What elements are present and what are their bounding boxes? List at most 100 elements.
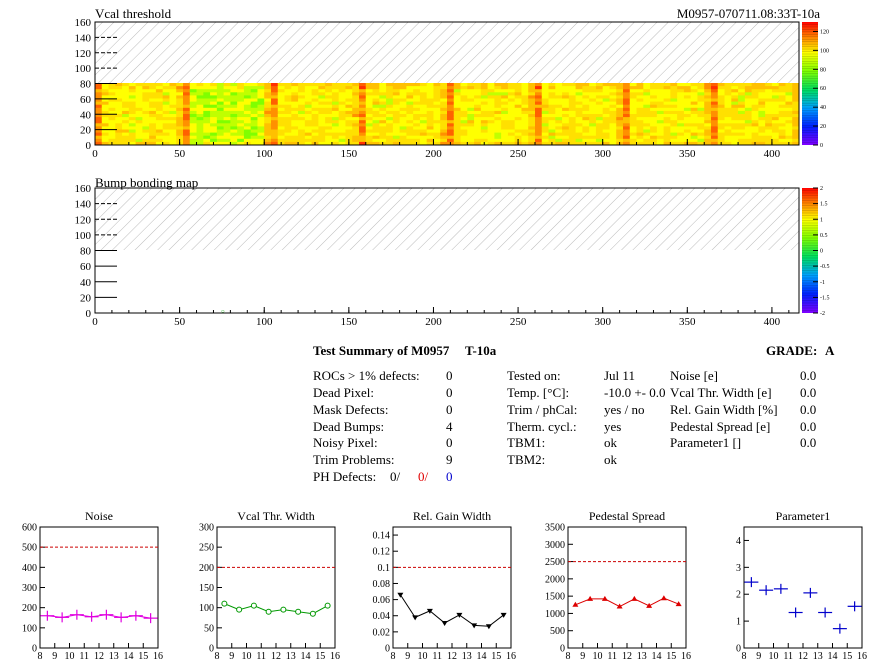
small-chart-y-tick: 3	[736, 563, 741, 574]
data-point	[471, 623, 478, 629]
scale-tick-label: -0.5	[820, 264, 830, 270]
small-chart-x-tick: 12	[94, 651, 104, 662]
small-chart-x-tick: 8	[742, 651, 747, 662]
bump-map-plot: ○ 0 50 100 150 200 250 300 350 40002040608010012…	[75, 183, 800, 328]
small-chart-x-tick: 9	[580, 651, 585, 662]
small-chart-x-tick: 9	[229, 651, 234, 662]
small-chart-x-tick: 10	[593, 651, 603, 662]
small-chart-x-tick: 16	[330, 651, 340, 662]
small-chart-y-tick: 200	[199, 563, 214, 574]
summary-middle-value: yes	[604, 419, 622, 434]
bump-y-tick-label: 140	[75, 199, 92, 211]
vcal-y-tick-label: 140	[75, 32, 92, 44]
small-chart-y-tick: 0.12	[373, 547, 391, 558]
small-chart-y-tick: 1	[736, 617, 741, 628]
vcal-y-tick-label: 40	[80, 109, 92, 121]
vcal-color-scale: 0 20 40 60 80 100 120	[802, 22, 829, 149]
small-chart-x-tick: 8	[215, 651, 220, 662]
summary-left-label: Mask Defects:	[313, 402, 389, 417]
small-chart-x-tick: 10	[769, 651, 779, 662]
small-chart-x-tick: 11	[607, 651, 617, 662]
data-point	[250, 602, 257, 609]
summary-middle-label: Tested on:	[507, 368, 561, 383]
data-point	[601, 595, 608, 601]
bump-x-tick-label: 100	[256, 316, 273, 328]
data-point	[265, 608, 272, 615]
summary-right-value: 0.0	[800, 419, 817, 434]
small-chart-y-tick: 0	[209, 644, 214, 655]
data-point	[803, 587, 818, 598]
bump-x-tick-label: 0	[92, 316, 98, 328]
small-chart-y-tick: 0.04	[373, 611, 391, 622]
small-chart-y-tick: 0.14	[373, 531, 391, 542]
small-chart-x-tick: 16	[153, 651, 163, 662]
bump-x-tick-label: 400	[764, 316, 781, 328]
small-chart-x-tick: 12	[622, 651, 632, 662]
summary-left-label: Dead Bumps:	[313, 419, 385, 434]
small-chart-y-tick: 0	[385, 644, 390, 655]
small-chart-x-tick: 9	[52, 651, 57, 662]
small-chart-y-tick: 3000	[545, 540, 565, 551]
small-chart-y-tick: 0	[736, 644, 741, 655]
scale-tick-label: 100	[820, 48, 829, 54]
vcal-y-tick-label: 20	[80, 125, 92, 137]
bump-color-scale: -2 -1.5 -1 -0.5 0 0.5 1 1.5 2	[802, 186, 830, 317]
data-point	[84, 611, 99, 622]
small-chart-x-tick: 15	[491, 651, 501, 662]
small-chart-x-tick: 14	[124, 651, 134, 662]
bump-defect-marker: ○	[221, 309, 225, 315]
scale-tick-label: 1.5	[820, 202, 828, 208]
data-point	[114, 612, 129, 623]
small-chart-x-tick: 12	[798, 651, 808, 662]
bump-x-tick-label: 350	[679, 316, 696, 328]
bump-x-tick-label: 50	[174, 316, 186, 328]
summary-middle-value: ok	[604, 435, 617, 450]
data-point	[324, 602, 331, 609]
vcal-y-tick-label: 60	[80, 94, 92, 106]
scale-tick-label: 20	[820, 124, 826, 130]
vcal-x-tick-label: 300	[594, 148, 611, 160]
small-chart-x-tick: 12	[447, 651, 457, 662]
vcal-y-tick-label: 160	[75, 17, 92, 29]
small-chart-y-tick: 0.06	[373, 595, 391, 606]
small-chart-y-tick: 2500	[545, 557, 565, 568]
small-chart-x-tick: 14	[477, 651, 487, 662]
vcal-x-tick-label: 250	[510, 148, 527, 160]
bump-y-tick-label: 160	[75, 183, 92, 195]
scale-tick-label: 0.5	[820, 233, 828, 239]
small-chart-x-tick: 9	[756, 651, 761, 662]
summary-left-value: 9	[446, 452, 453, 467]
data-point	[485, 624, 492, 630]
small-chart-x-tick: 14	[301, 651, 311, 662]
scale-tick-label: -1	[820, 280, 825, 286]
small-chart-y-tick: 4	[736, 536, 741, 547]
summary-middle-value: yes / no	[604, 402, 645, 417]
summary-middle-value: -10.0 +- 0.0	[604, 385, 666, 400]
small-chart-x-tick: 11	[783, 651, 793, 662]
vcal-x-tick-label: 400	[764, 148, 781, 160]
small-chart-x-tick: 10	[418, 651, 428, 662]
bump-y-tick-label: 0	[86, 308, 92, 320]
scale-tick-label: 40	[820, 105, 826, 111]
summary-left-label: ROCs > 1% defects:	[313, 368, 420, 383]
small-chart-title: Rel. Gain Width	[413, 509, 491, 523]
small-chart-x-tick: 11	[256, 651, 266, 662]
bump-y-tick-label: 100	[75, 230, 92, 242]
data-point	[847, 601, 862, 612]
series-line	[399, 594, 504, 627]
scale-tick-label: 0	[820, 249, 823, 255]
vcal-map-plot: 0 50 100 150 200 250 300 350 4000204060801001201…	[75, 17, 800, 160]
vcal-y-tick-label: 80	[80, 79, 92, 91]
vcal-x-tick-label: 100	[256, 148, 273, 160]
data-point	[426, 608, 433, 614]
small-chart-y-tick: 0.1	[378, 563, 391, 574]
small-chart-x-tick: 13	[813, 651, 823, 662]
small-chart-x-tick: 10	[65, 651, 75, 662]
data-point	[397, 592, 404, 598]
bump-y-tick-label: 60	[80, 261, 92, 273]
small-chart-title: Vcal Thr. Width	[237, 509, 314, 523]
small-chart-x-tick: 8	[391, 651, 396, 662]
small-chart-x-tick: 14	[652, 651, 662, 662]
vcal-map-title: Vcal threshold	[95, 6, 172, 21]
